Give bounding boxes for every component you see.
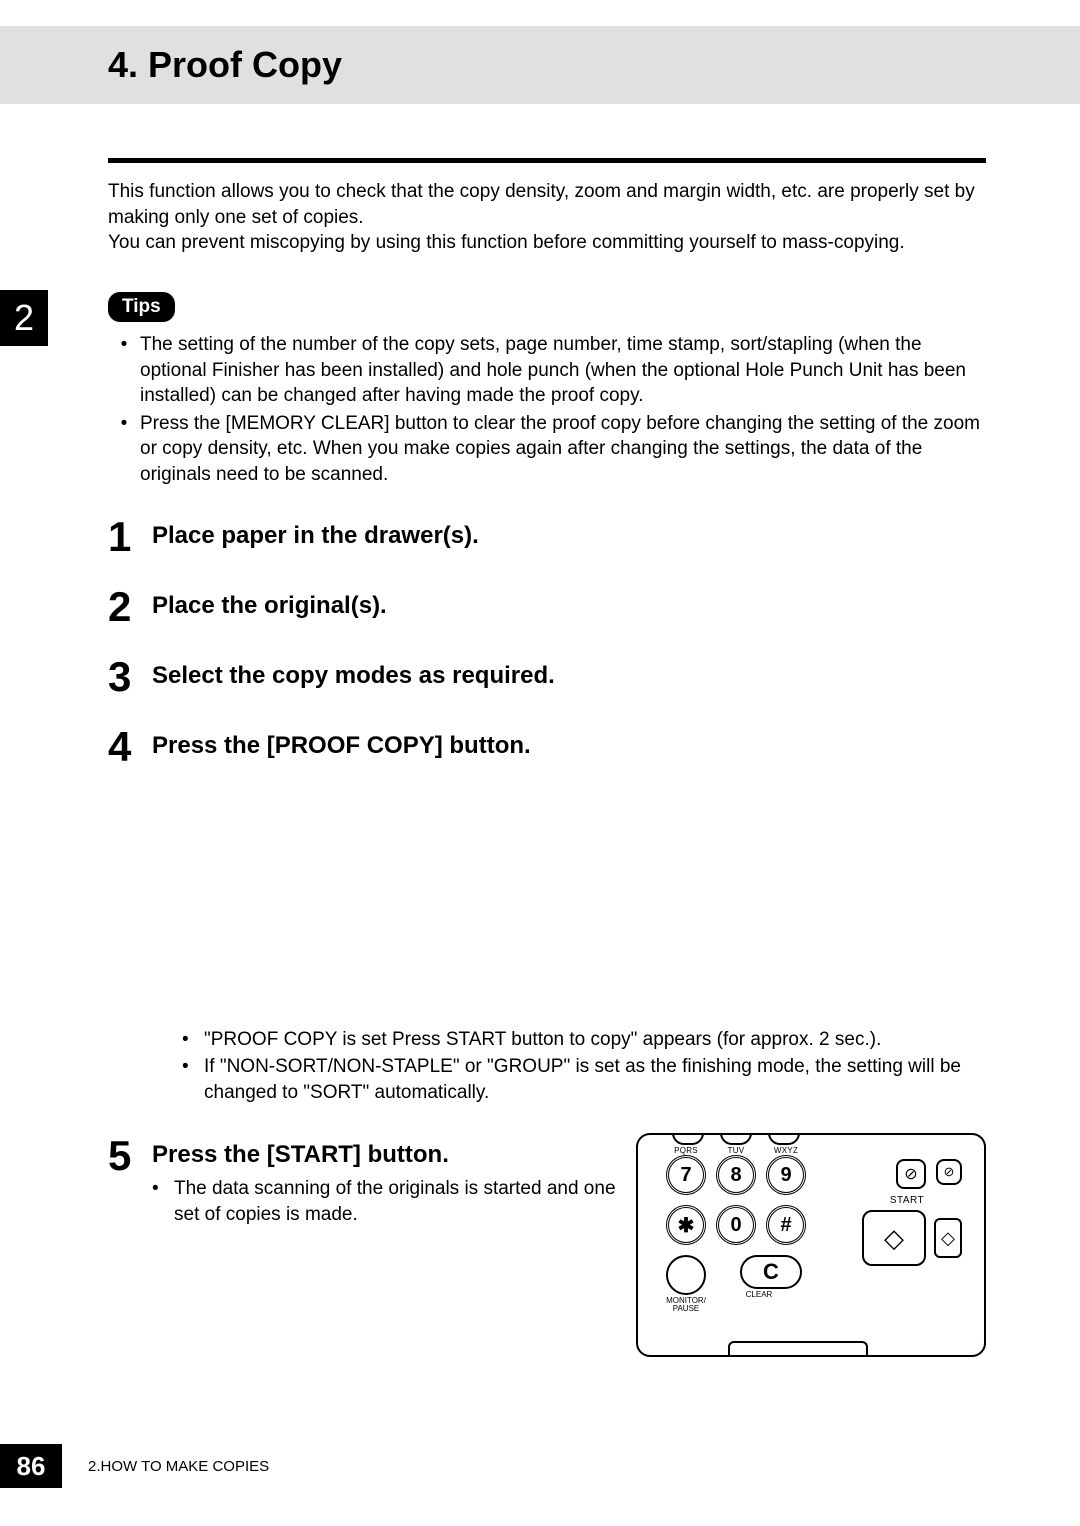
chapter-tab: 2	[0, 290, 48, 346]
step-1: 1 Place paper in the drawer(s).	[108, 516, 986, 558]
key-label: 8	[730, 1164, 741, 1187]
step-title: Place the original(s).	[152, 592, 986, 621]
key-super: PQRS	[674, 1146, 698, 1155]
tips-text: The setting of the number of the copy se…	[140, 332, 986, 409]
step-3: 3 Select the copy modes as required.	[108, 656, 986, 698]
key-monitor	[666, 1255, 706, 1295]
step-body: Select the copy modes as required.	[152, 656, 986, 691]
figure-placeholder	[152, 761, 986, 1021]
step-body: Place paper in the drawer(s).	[152, 516, 986, 551]
key-8: TUV8	[716, 1155, 756, 1195]
key-hash: #	[766, 1205, 806, 1245]
stop-button-icon: ⊘	[896, 1159, 926, 1189]
key-star: ✱	[666, 1205, 706, 1245]
step-number: 1	[108, 516, 152, 558]
page-title: 4. Proof Copy	[108, 44, 342, 86]
header-band: 4. Proof Copy	[0, 26, 1080, 104]
step-notes: •The data scanning of the originals is s…	[152, 1176, 616, 1227]
step-number: 3	[108, 656, 152, 698]
step-body: Press the [START] button. •The data scan…	[152, 1135, 986, 1357]
footer-text: 2.HOW TO MAKE COPIES	[88, 1458, 269, 1475]
start-button-small-icon: ◇	[934, 1218, 962, 1258]
page-footer: 86 2.HOW TO MAKE COPIES	[0, 1444, 269, 1488]
step-4: 4 Press the [PROOF COPY] button. •"PROOF…	[108, 726, 986, 1108]
tips-badge: Tips	[108, 292, 175, 322]
key-super: WXYZ	[774, 1146, 798, 1155]
tips-item: •The setting of the number of the copy s…	[108, 332, 986, 409]
step-number: 4	[108, 726, 152, 768]
clear-label: CLEAR	[746, 1291, 773, 1299]
step-body: Place the original(s).	[152, 586, 986, 621]
start-button-icon: ◇	[862, 1210, 926, 1266]
step-number: 2	[108, 586, 152, 628]
tips-text: Press the [MEMORY CLEAR] button to clear…	[140, 411, 986, 488]
bullet-icon: •	[152, 1176, 174, 1227]
note-text: The data scanning of the originals is st…	[174, 1176, 616, 1227]
start-label: START	[852, 1195, 962, 1206]
note-item: •If "NON-SORT/NON-STAPLE" or "GROUP" is …	[182, 1054, 986, 1105]
step-title: Press the [PROOF COPY] button.	[152, 732, 986, 761]
note-text: "PROOF COPY is set Press START button to…	[204, 1027, 986, 1053]
step-body: Press the [PROOF COPY] button. •"PROOF C…	[152, 726, 986, 1108]
key-label: #	[780, 1214, 791, 1237]
panel-top-arcs	[672, 1133, 800, 1145]
note-item: •"PROOF COPY is set Press START button t…	[182, 1027, 986, 1053]
step-title: Select the copy modes as required.	[152, 662, 986, 691]
intro-p2: You can prevent miscopying by using this…	[108, 230, 986, 256]
bullet-icon: •	[108, 332, 140, 409]
key-label: C	[763, 1259, 779, 1285]
key-label: 7	[680, 1164, 691, 1187]
intro-p1: This function allows you to check that t…	[108, 179, 986, 230]
page-number: 86	[0, 1444, 62, 1488]
steps-list: 1 Place paper in the drawer(s). 2 Place …	[108, 516, 986, 1358]
panel-bottom-shape	[728, 1341, 868, 1355]
monitor-label: MONITOR/ PAUSE	[666, 1297, 706, 1313]
step-number: 5	[108, 1135, 152, 1177]
key-clear: C	[740, 1255, 802, 1289]
note-text: If "NON-SORT/NON-STAPLE" or "GROUP" is s…	[204, 1054, 986, 1105]
step-title: Place paper in the drawer(s).	[152, 522, 986, 551]
key-9: WXYZ9	[766, 1155, 806, 1195]
step-2: 2 Place the original(s).	[108, 586, 986, 628]
divider-rule	[108, 158, 986, 163]
key-label: 9	[780, 1164, 791, 1187]
key-label: ✱	[678, 1213, 695, 1238]
manual-page: 4. Proof Copy 2 This function allows you…	[0, 0, 1080, 1526]
control-panel-figure: PQRS7 TUV8 WXYZ9 ✱ 0 #	[636, 1133, 986, 1357]
tips-item: •Press the [MEMORY CLEAR] button to clea…	[108, 411, 986, 488]
start-area: ⊘ ⊘ START ◇ ◇	[852, 1159, 962, 1266]
bullet-icon: •	[182, 1027, 204, 1053]
intro-text: This function allows you to check that t…	[108, 179, 986, 256]
stop-button-small-icon: ⊘	[936, 1159, 962, 1185]
key-0: 0	[716, 1205, 756, 1245]
key-super: TUV	[728, 1146, 745, 1155]
tips-block: Tips •The setting of the number of the c…	[108, 292, 986, 488]
bullet-icon: •	[108, 411, 140, 488]
bullet-icon: •	[182, 1054, 204, 1105]
step-5: 5 Press the [START] button. •The data sc…	[108, 1135, 986, 1357]
note-item: •The data scanning of the originals is s…	[152, 1176, 616, 1227]
content-area: This function allows you to check that t…	[108, 158, 986, 1385]
key-label: 0	[730, 1214, 741, 1237]
step-title: Press the [START] button.	[152, 1141, 616, 1170]
step-notes: •"PROOF COPY is set Press START button t…	[182, 1027, 986, 1106]
keypad: PQRS7 TUV8 WXYZ9 ✱ 0 #	[666, 1155, 806, 1323]
tips-list: •The setting of the number of the copy s…	[108, 332, 986, 488]
key-7: PQRS7	[666, 1155, 706, 1195]
